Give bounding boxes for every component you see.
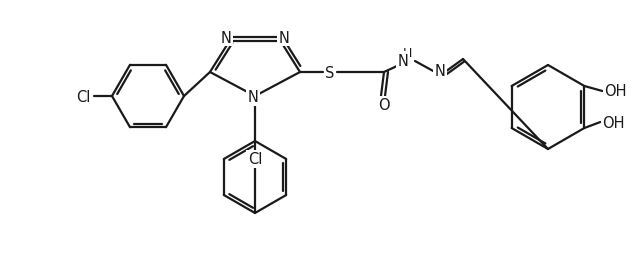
Text: N: N xyxy=(248,90,259,105)
Text: S: S xyxy=(325,65,335,80)
Text: Cl: Cl xyxy=(248,152,262,167)
Text: N: N xyxy=(278,30,289,45)
Text: N: N xyxy=(221,30,232,45)
Text: Cl: Cl xyxy=(76,89,90,104)
Text: N: N xyxy=(397,53,408,68)
Text: N: N xyxy=(435,63,445,78)
Text: OH: OH xyxy=(602,116,625,131)
Text: H: H xyxy=(403,46,412,59)
Text: O: O xyxy=(378,98,390,113)
Text: OH: OH xyxy=(604,83,627,98)
